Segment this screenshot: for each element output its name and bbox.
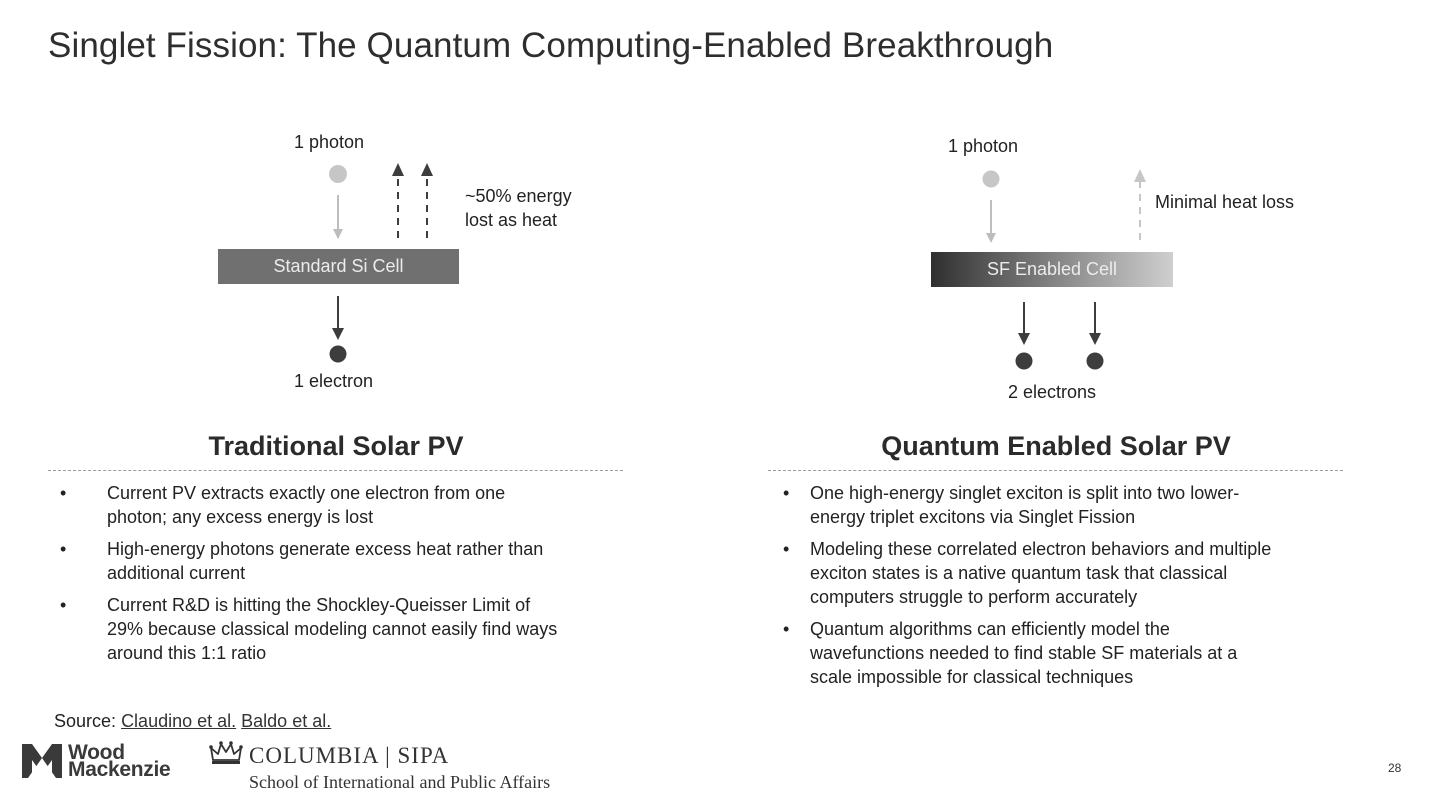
- electron-dot-quantum-1: [1015, 352, 1033, 370]
- electron-dot-traditional: [329, 345, 347, 363]
- bullet-dot: •: [783, 483, 790, 503]
- bullet-dot: •: [60, 539, 67, 559]
- standard-si-cell: Standard Si Cell: [218, 249, 459, 284]
- electron-label-quantum: 2 electrons: [1008, 382, 1097, 402]
- heat-label-quantum: Minimal heat loss: [1155, 192, 1295, 212]
- sf-enabled-cell: SF Enabled Cell: [931, 252, 1173, 287]
- bullet-line: photon; any excess energy is lost: [107, 507, 374, 527]
- bullet-line: Current PV extracts exactly one electron…: [107, 483, 506, 503]
- bullet-line: wavefunctions needed to find stable SF m…: [810, 643, 1238, 663]
- heading-traditional: Traditional Solar PV: [208, 431, 464, 461]
- bullet-dot: •: [783, 539, 790, 559]
- bullet-list-traditional: • Current PV extracts exactly one electr…: [48, 481, 648, 673]
- page-number: 28: [1388, 761, 1402, 775]
- electron-label-traditional: 1 electron: [294, 371, 374, 391]
- bullet-line: additional current: [107, 563, 246, 583]
- heat-label-traditional-line2: lost as heat: [465, 210, 558, 230]
- bullet-dot: •: [783, 619, 790, 639]
- photon-dot-quantum: [982, 170, 1000, 188]
- woodmac-line2: Mackenzie: [68, 758, 171, 781]
- woodmac-line1: Wood: [68, 741, 125, 764]
- electron-arrowhead-traditional: [332, 328, 344, 340]
- list-item: • Current R&D is hitting the Shockley-Qu…: [48, 593, 648, 665]
- divider-traditional: [48, 470, 623, 471]
- heat-label-traditional-line1: ~50% energy: [465, 186, 572, 206]
- list-item: • Modeling these correlated electron beh…: [763, 537, 1383, 609]
- bullet-line: exciton states is a native quantum task …: [810, 563, 1228, 583]
- bullet-line: energy triplet excitons via Singlet Fiss…: [810, 507, 1136, 527]
- slide-title: Singlet Fission: The Quantum Computing-E…: [48, 26, 1054, 65]
- electron-arrowhead-quantum-1: [1018, 333, 1030, 345]
- bullet-dot: •: [60, 483, 67, 503]
- columbia-sipa-subtitle: School of International and Public Affai…: [249, 772, 551, 792]
- photon-dot-traditional: [329, 165, 347, 183]
- bullet-line: High-energy photons generate excess heat…: [107, 539, 544, 559]
- bullet-line: Modeling these correlated electron behav…: [810, 539, 1272, 559]
- heat-label-traditional: ~50% energy lost as heat: [465, 184, 572, 232]
- list-item: • One high-energy singlet exciton is spl…: [763, 481, 1383, 529]
- photon-arrowhead-quantum: [986, 233, 996, 243]
- wood-mackenzie-logo: Wood Mackenzie: [22, 741, 171, 781]
- electron-arrowhead-quantum-2: [1089, 333, 1101, 345]
- crown-icon: [209, 741, 243, 764]
- bullet-dot: •: [60, 595, 67, 615]
- list-item: • Quantum algorithms can efficiently mod…: [763, 617, 1383, 689]
- bullet-line: scale impossible for classical technique…: [810, 667, 1134, 687]
- bullet-list-quantum: • One high-energy singlet exciton is spl…: [763, 481, 1383, 697]
- heat-arrowhead-traditional-2: [421, 163, 433, 176]
- columbia-sipa-name: COLUMBIA | SIPA: [249, 743, 450, 768]
- heat-arrowhead-traditional-1: [392, 163, 404, 176]
- list-item: • Current PV extracts exactly one electr…: [48, 481, 648, 529]
- bullet-line: One high-energy singlet exciton is split…: [810, 483, 1240, 503]
- list-item: • High-energy photons generate excess he…: [48, 537, 648, 585]
- photon-label-traditional: 1 photon: [294, 132, 365, 152]
- electron-dot-quantum-2: [1086, 352, 1104, 370]
- bullet-line: 29% because classical modeling cannot ea…: [107, 619, 558, 639]
- photon-label-quantum: 1 photon: [948, 136, 1019, 156]
- source-line: Source: Claudino et al. Baldo et al.: [54, 711, 331, 732]
- bullet-line: Current R&D is hitting the Shockley-Quei…: [107, 595, 531, 615]
- photon-arrowhead-traditional: [333, 229, 343, 239]
- heat-arrowhead-quantum: [1134, 169, 1146, 182]
- source-link-claudino[interactable]: Claudino et al.: [121, 711, 237, 731]
- heading-quantum: Quantum Enabled Solar PV: [881, 431, 1231, 461]
- columbia-sipa-logo: COLUMBIA | SIPA School of International …: [209, 740, 569, 796]
- wood-mackenzie-mark-icon: [22, 744, 62, 778]
- divider-quantum: [768, 470, 1343, 471]
- wood-mackenzie-wordmark: Wood Mackenzie: [68, 741, 171, 781]
- bullet-line: around this 1:1 ratio: [107, 643, 267, 663]
- source-label: Source:: [54, 711, 117, 731]
- bullet-line: Quantum algorithms can efficiently model…: [810, 619, 1170, 639]
- diagram-graphics: [329, 163, 1146, 370]
- source-link-baldo[interactable]: Baldo et al.: [241, 711, 332, 731]
- bullet-line: computers struggle to perform accurately: [810, 587, 1138, 607]
